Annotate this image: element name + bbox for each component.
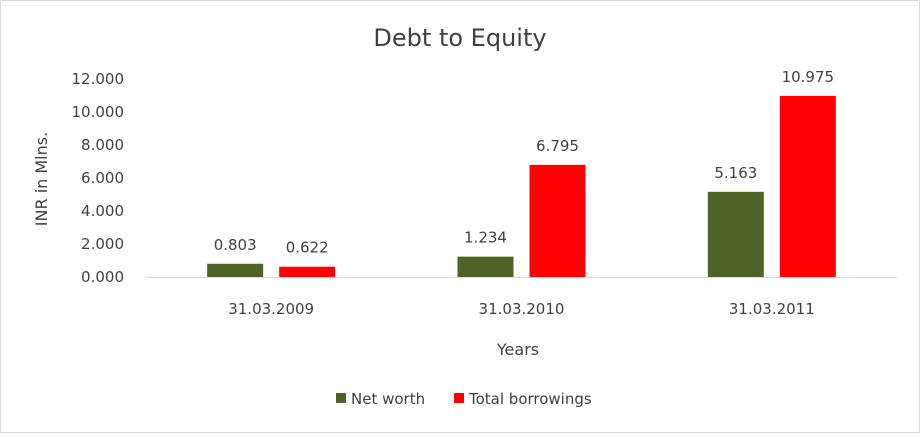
y-tick-label: 8.000 — [81, 136, 124, 154]
data-label: 10.975 — [782, 68, 835, 86]
y-tick-label: 6.000 — [81, 169, 124, 187]
chart-title: Debt to Equity — [373, 24, 546, 52]
x-tick-label: 31.03.2011 — [729, 300, 815, 318]
data-labels-group: 0.803 0.622 1.234 6.795 5.163 10.975 — [214, 68, 834, 257]
y-axis-label: INR in Mlns. — [32, 132, 51, 226]
legend-label: Net worth — [351, 390, 425, 408]
bar — [779, 95, 836, 277]
x-axis-label: Years — [496, 340, 539, 359]
data-label: 1.234 — [464, 229, 507, 247]
x-tick-label: 31.03.2010 — [479, 300, 565, 318]
y-tick-label: 4.000 — [81, 202, 124, 220]
y-tick-label: 2.000 — [81, 235, 124, 253]
y-tick-label: 0.000 — [81, 268, 124, 286]
data-label: 5.163 — [714, 164, 757, 182]
legend-swatch — [454, 393, 464, 403]
bars-group — [207, 95, 836, 277]
y-axis-ticks: 0.000 2.000 4.000 6.000 8.000 10.000 12.000 — [72, 70, 125, 286]
y-tick-label: 10.000 — [72, 103, 125, 121]
data-label: 0.622 — [286, 239, 329, 257]
data-label: 0.803 — [214, 236, 257, 254]
legend-label: Total borrowings — [468, 390, 592, 408]
x-axis-ticks: 31.03.2009 31.03.2010 31.03.2011 — [228, 300, 815, 318]
x-tick-label: 31.03.2009 — [228, 300, 314, 318]
legend: Net worth Total borrowings — [336, 390, 592, 408]
bar — [529, 164, 586, 277]
legend-swatch — [336, 393, 346, 403]
bar — [457, 256, 514, 277]
bar — [279, 266, 336, 277]
y-tick-label: 12.000 — [72, 70, 125, 88]
data-label: 6.795 — [536, 137, 579, 155]
bar — [707, 191, 764, 277]
bar — [207, 263, 264, 277]
